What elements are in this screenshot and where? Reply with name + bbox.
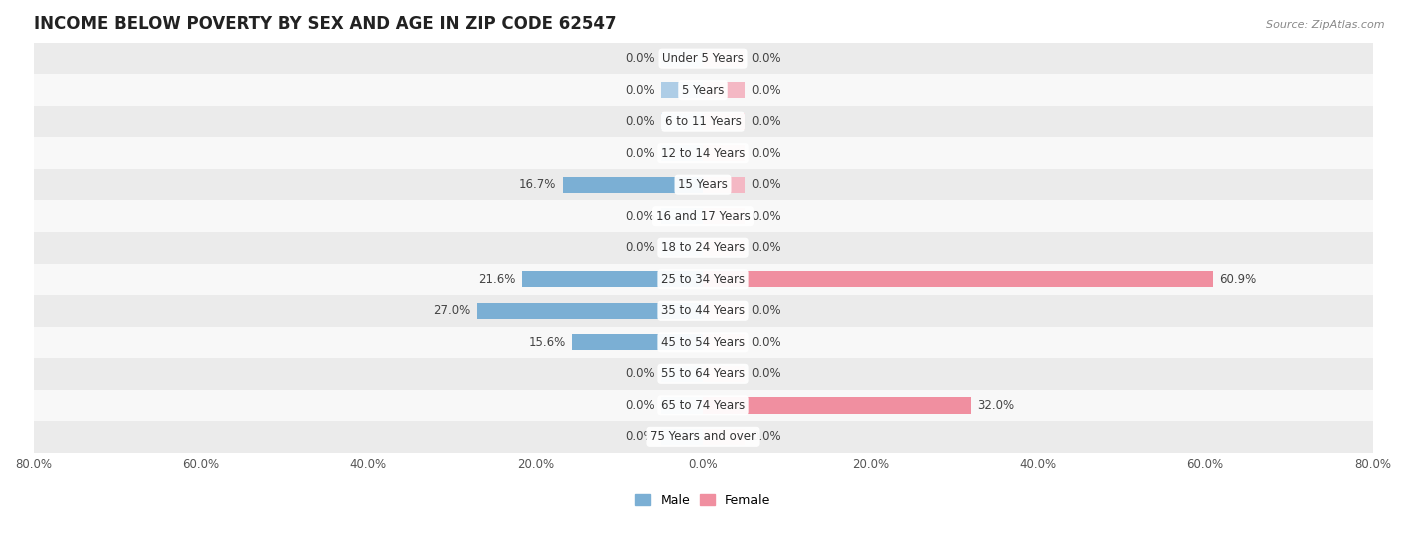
Text: 0.0%: 0.0% — [752, 178, 782, 191]
Text: 0.0%: 0.0% — [624, 241, 654, 254]
Bar — [661, 397, 703, 413]
Text: 65 to 74 Years: 65 to 74 Years — [661, 399, 745, 412]
Text: 0.0%: 0.0% — [624, 115, 654, 128]
Bar — [34, 169, 1372, 200]
Bar — [477, 302, 703, 319]
Bar — [661, 365, 703, 382]
Bar — [703, 302, 745, 319]
Text: 75 Years and over: 75 Years and over — [650, 430, 756, 444]
Bar — [522, 271, 703, 287]
Text: 60.9%: 60.9% — [1219, 273, 1257, 286]
Bar — [661, 113, 703, 130]
Bar — [34, 74, 1372, 106]
Text: 16.7%: 16.7% — [519, 178, 557, 191]
Text: 0.0%: 0.0% — [752, 147, 782, 160]
Text: 0.0%: 0.0% — [624, 210, 654, 223]
Bar — [34, 358, 1372, 389]
Text: 15 Years: 15 Years — [678, 178, 728, 191]
Text: 15.6%: 15.6% — [529, 336, 565, 349]
Text: 25 to 34 Years: 25 to 34 Years — [661, 273, 745, 286]
Text: 0.0%: 0.0% — [752, 367, 782, 381]
Text: 0.0%: 0.0% — [624, 399, 654, 412]
Bar — [703, 397, 970, 413]
Text: INCOME BELOW POVERTY BY SEX AND AGE IN ZIP CODE 62547: INCOME BELOW POVERTY BY SEX AND AGE IN Z… — [34, 15, 616, 33]
Text: 0.0%: 0.0% — [752, 336, 782, 349]
Bar — [34, 326, 1372, 358]
Bar — [34, 263, 1372, 295]
Text: 0.0%: 0.0% — [752, 430, 782, 444]
Text: 6 to 11 Years: 6 to 11 Years — [665, 115, 741, 128]
Text: Source: ZipAtlas.com: Source: ZipAtlas.com — [1267, 20, 1385, 30]
Text: Under 5 Years: Under 5 Years — [662, 52, 744, 65]
Bar — [661, 239, 703, 256]
Bar — [34, 137, 1372, 169]
Text: 0.0%: 0.0% — [752, 52, 782, 65]
Text: 0.0%: 0.0% — [624, 52, 654, 65]
Text: 0.0%: 0.0% — [624, 84, 654, 97]
Text: 27.0%: 27.0% — [433, 304, 471, 318]
Bar — [703, 113, 745, 130]
Text: 0.0%: 0.0% — [624, 147, 654, 160]
Text: 0.0%: 0.0% — [624, 367, 654, 381]
Bar — [703, 50, 745, 67]
Bar — [564, 176, 703, 193]
Bar — [661, 50, 703, 67]
Text: 32.0%: 32.0% — [977, 399, 1015, 412]
Bar — [703, 429, 745, 445]
Text: 5 Years: 5 Years — [682, 84, 724, 97]
Text: 16 and 17 Years: 16 and 17 Years — [655, 210, 751, 223]
Bar — [661, 208, 703, 224]
Bar — [703, 208, 745, 224]
Text: 21.6%: 21.6% — [478, 273, 516, 286]
Bar — [703, 365, 745, 382]
Bar — [34, 295, 1372, 326]
Bar — [572, 334, 703, 350]
Bar — [34, 232, 1372, 263]
Bar — [34, 43, 1372, 74]
Bar — [703, 145, 745, 161]
Text: 55 to 64 Years: 55 to 64 Years — [661, 367, 745, 381]
Bar — [34, 200, 1372, 232]
Bar — [703, 271, 1212, 287]
Bar — [661, 429, 703, 445]
Bar — [34, 389, 1372, 421]
Text: 18 to 24 Years: 18 to 24 Years — [661, 241, 745, 254]
Text: 12 to 14 Years: 12 to 14 Years — [661, 147, 745, 160]
Bar — [661, 82, 703, 98]
Bar — [34, 106, 1372, 137]
Bar — [703, 334, 745, 350]
Text: 0.0%: 0.0% — [752, 210, 782, 223]
Bar — [703, 176, 745, 193]
Bar — [703, 239, 745, 256]
Legend: Male, Female: Male, Female — [630, 489, 776, 512]
Text: 0.0%: 0.0% — [752, 304, 782, 318]
Text: 0.0%: 0.0% — [752, 241, 782, 254]
Text: 0.0%: 0.0% — [752, 115, 782, 128]
Text: 35 to 44 Years: 35 to 44 Years — [661, 304, 745, 318]
Bar — [34, 421, 1372, 453]
Text: 45 to 54 Years: 45 to 54 Years — [661, 336, 745, 349]
Text: 0.0%: 0.0% — [624, 430, 654, 444]
Bar — [661, 145, 703, 161]
Text: 0.0%: 0.0% — [752, 84, 782, 97]
Bar — [703, 82, 745, 98]
